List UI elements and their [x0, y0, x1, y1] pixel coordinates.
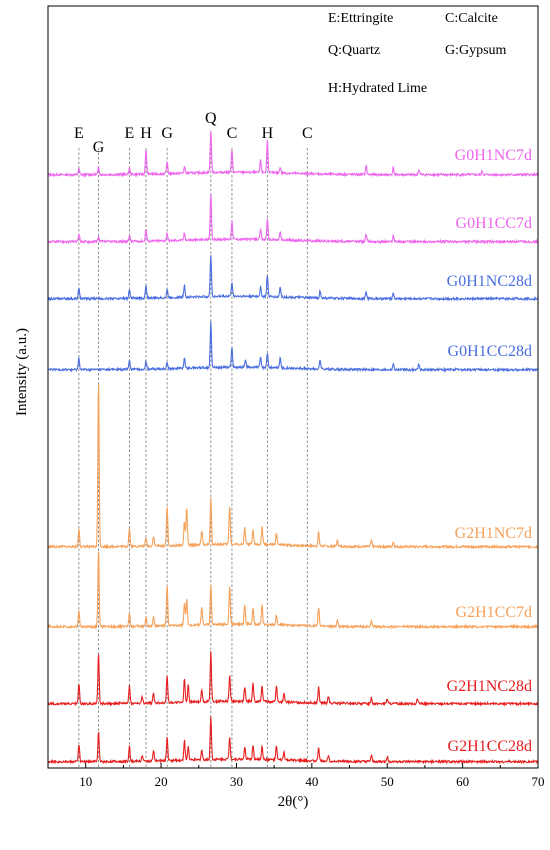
series-label-G2H1NC7d: G2H1NC7d — [455, 525, 532, 542]
reference-label-4: G — [161, 125, 173, 142]
reference-label-0: E — [74, 125, 84, 142]
series-line-G2H1NC28d — [47, 651, 539, 707]
series-label-G2H1NC28d: G2H1NC28d — [447, 678, 532, 695]
x-tick-label-60: 60 — [456, 774, 469, 789]
reference-label-8: C — [302, 125, 313, 142]
series-labels: G0H1NC7d G0H1CC7d G0H1NC28d G0H1CC28d G2H1NC… — [447, 147, 532, 755]
series-lines — [47, 130, 539, 765]
x-tick-label-40: 40 — [305, 774, 318, 789]
series-label-G0H1NC7d: G0H1NC7d — [455, 147, 532, 164]
reference-label-3: H — [140, 125, 152, 142]
reference-label-5: Q — [205, 110, 217, 127]
series-line-G0H1NC7d — [47, 130, 539, 178]
series-label-G2H1CC28d: G2H1CC28d — [448, 738, 532, 755]
legend-entry-gypsum: G:Gypsum — [445, 43, 507, 58]
series-label-G0H1NC28d: G0H1NC28d — [447, 273, 532, 290]
reference-labels: EGE H GQC H C — [74, 110, 313, 156]
series-label-G0H1CC7d: G0H1CC7d — [456, 215, 532, 232]
x-tick-label-70: 70 — [532, 774, 545, 789]
reference-label-6: C — [227, 125, 238, 142]
series-label-G0H1CC28d: G0H1CC28d — [448, 343, 532, 360]
series-line-G0H1CC28d — [47, 321, 539, 373]
reference-label-2: E — [125, 125, 135, 142]
x-tick-label-10: 10 — [79, 774, 92, 789]
series-line-G2H1NC7d — [47, 384, 539, 550]
reference-label-7: H — [262, 125, 274, 142]
legend-entry-calcite: C:Calcite — [445, 11, 498, 26]
y-axis-label: Intensity (a.u.) — [14, 328, 30, 416]
x-axis-label: 2θ(°) — [278, 794, 309, 810]
x-tick-label-20: 20 — [155, 774, 168, 789]
legend-entry-ettringite: E:Ettringite — [328, 11, 393, 26]
x-tick-label-30: 30 — [230, 774, 243, 789]
x-tick-label-50: 50 — [381, 774, 394, 789]
x-axis-ticks: 10 20 30 40 50 60 70 — [47, 763, 545, 789]
series-label-G2H1CC7d: G2H1CC7d — [456, 604, 532, 621]
legend: E:Ettringite C:Calcite Q:Quartz G:Gypsum… — [328, 11, 507, 96]
legend-entry-hydrated-lime: H:Hydrated Lime — [328, 81, 427, 96]
legend-entry-quartz: Q:Quartz — [328, 43, 380, 58]
series-line-G2H1CC28d — [47, 716, 539, 765]
series-line-G2H1CC7d — [47, 551, 539, 630]
reference-label-1: G — [93, 139, 105, 156]
series-line-G0H1NC28d — [47, 255, 539, 302]
series-line-G0H1CC7d — [47, 193, 539, 245]
plot-frame — [47, 5, 539, 769]
